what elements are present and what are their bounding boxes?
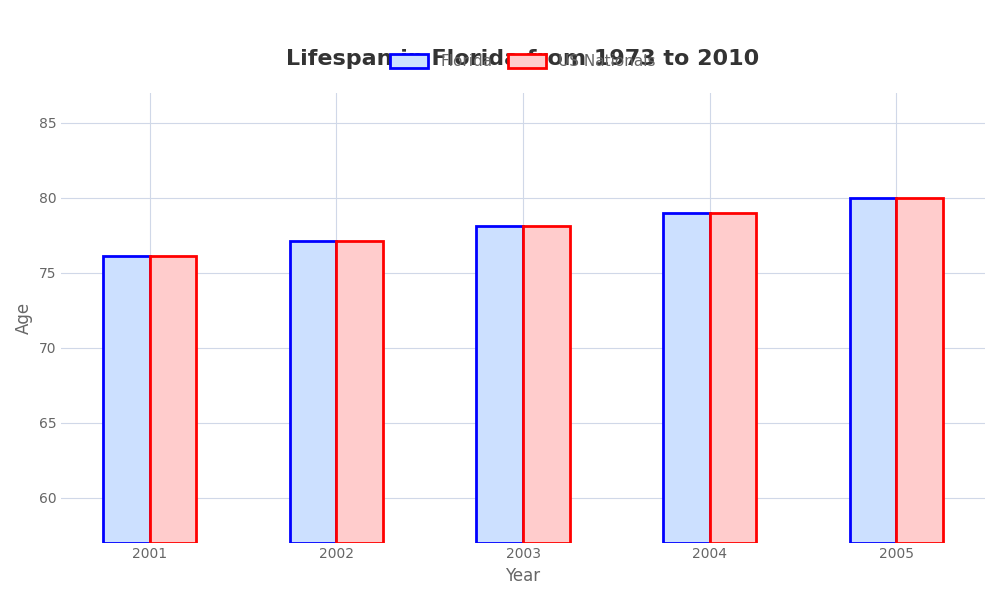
Title: Lifespan in Florida from 1973 to 2010: Lifespan in Florida from 1973 to 2010 <box>286 49 760 69</box>
Bar <box>103 256 150 542</box>
Bar <box>336 241 383 542</box>
Bar <box>896 198 943 542</box>
Legend: Florida, US Nationals: Florida, US Nationals <box>383 46 664 77</box>
Bar <box>710 213 756 542</box>
Bar <box>850 198 896 542</box>
Bar <box>663 213 710 542</box>
Y-axis label: Age: Age <box>15 302 33 334</box>
X-axis label: Year: Year <box>505 567 541 585</box>
Bar <box>150 256 196 542</box>
Bar <box>290 241 336 542</box>
Bar <box>523 226 570 542</box>
Bar <box>476 226 523 542</box>
